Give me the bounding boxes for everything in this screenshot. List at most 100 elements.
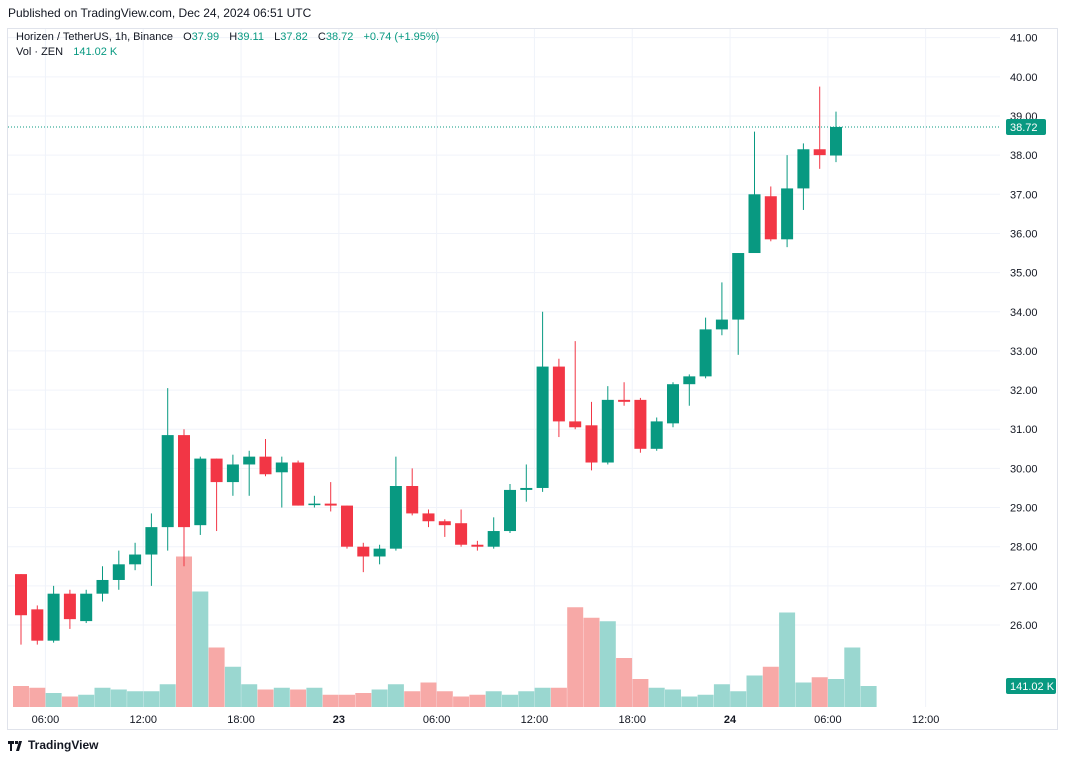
candle — [47, 585, 60, 643]
volume-bar — [143, 691, 160, 707]
volume-bar — [339, 694, 355, 707]
time-tick-label: 12:00 — [912, 714, 940, 726]
volume-bars — [13, 556, 877, 707]
candle — [715, 282, 728, 336]
candle — [634, 397, 647, 453]
grid — [8, 29, 1000, 707]
last-price-tag — [1006, 118, 1046, 135]
candle — [145, 513, 158, 586]
close-value: 38.72 — [325, 31, 354, 43]
volume-bar — [746, 675, 763, 707]
candle — [699, 317, 712, 379]
volume-bar — [436, 691, 453, 707]
time-tick-label: 24 — [724, 714, 737, 726]
volume-bar — [795, 682, 812, 707]
volume-bar — [371, 689, 388, 707]
candle-body — [667, 384, 679, 424]
price-tick-label: 38.00 — [1010, 150, 1038, 162]
candle-body — [715, 319, 728, 330]
price-tick-label: 31.00 — [1010, 424, 1038, 436]
time-tick-label: 12:00 — [521, 714, 549, 726]
volume-bar — [713, 684, 730, 707]
candle-body — [504, 489, 516, 532]
volume-bar — [665, 689, 681, 707]
volume-bar — [453, 696, 470, 707]
candle-body — [471, 544, 484, 547]
tradingview-footer[interactable]: TradingView — [8, 738, 98, 752]
candle-body — [373, 548, 386, 557]
volume-bar — [94, 687, 111, 707]
volume-bar — [257, 689, 274, 707]
candle — [96, 566, 109, 602]
volume-bar — [78, 694, 95, 707]
published-caption: Published on TradingView.com, Dec 24, 20… — [8, 6, 312, 20]
candle-body — [781, 188, 794, 240]
candle — [259, 439, 272, 477]
candle — [194, 456, 207, 535]
volume-bar — [599, 621, 616, 707]
candle — [389, 456, 402, 551]
volume-bar — [518, 691, 535, 707]
time-tick-label: 23 — [333, 714, 345, 726]
volume-bar — [387, 684, 404, 707]
candle-body — [243, 456, 256, 465]
volume-bar — [322, 694, 339, 707]
candle-body — [145, 527, 158, 555]
candle — [178, 429, 190, 567]
symbol-name[interactable]: Horizen / TetherUS, 1h, Binance — [16, 31, 173, 43]
candle — [683, 374, 696, 406]
volume-bar — [534, 687, 551, 707]
price-tick-label: 33.00 — [1010, 346, 1038, 358]
high-value: 39.11 — [237, 31, 264, 43]
axes: 26.00 27.00 28.00 29.00 30.00 31.00 32.00 33.00… — [8, 33, 1056, 726]
volume-bar — [616, 658, 633, 707]
candle-body — [80, 593, 93, 622]
candle-body — [406, 486, 419, 514]
volume-bar — [828, 679, 844, 707]
candle-body — [194, 458, 207, 526]
volume-bar — [208, 647, 225, 707]
candle-body — [618, 399, 631, 402]
volume-label[interactable]: Vol · ZEN — [16, 46, 64, 58]
candle — [63, 589, 76, 629]
candle — [552, 358, 565, 438]
candle-body — [813, 149, 826, 156]
price-tick-label: 26.00 — [1010, 620, 1038, 632]
time-tick-label: 06:00 — [814, 714, 842, 726]
volume-bar — [811, 677, 828, 707]
candle — [618, 382, 631, 406]
candle — [732, 253, 745, 355]
candle — [487, 517, 500, 549]
volume-bar — [176, 556, 192, 707]
price-tick-label: 30.00 — [1010, 463, 1038, 475]
price-tick-label: 28.00 — [1010, 542, 1038, 554]
candle — [292, 460, 305, 506]
candle-body — [830, 126, 842, 156]
candle — [15, 574, 27, 645]
candle-body — [292, 462, 305, 506]
volume-bar — [502, 694, 518, 707]
candle-body — [63, 593, 76, 620]
volume-value: 141.02 K — [73, 46, 118, 58]
volume-bar — [762, 666, 779, 707]
candle-body — [536, 366, 549, 488]
time-tick-label: 06:00 — [423, 714, 451, 726]
candle-body — [634, 399, 647, 449]
candle — [748, 131, 761, 254]
volume-bar — [860, 686, 877, 707]
candle — [797, 143, 810, 210]
price-tick-label: 40.00 — [1010, 72, 1038, 84]
volume-bar — [159, 684, 176, 707]
candle — [650, 417, 663, 451]
candle — [210, 458, 223, 532]
candle-body — [112, 564, 125, 580]
candle — [31, 605, 44, 645]
candle-body — [520, 487, 533, 490]
price-tick-label: 29.00 — [1010, 503, 1038, 515]
volume-bar — [273, 687, 290, 707]
candle-body — [47, 593, 60, 641]
change-value: +0.74 (+1.95%) — [363, 31, 440, 43]
candle — [226, 454, 239, 496]
chart-pane[interactable] — [7, 28, 1058, 730]
